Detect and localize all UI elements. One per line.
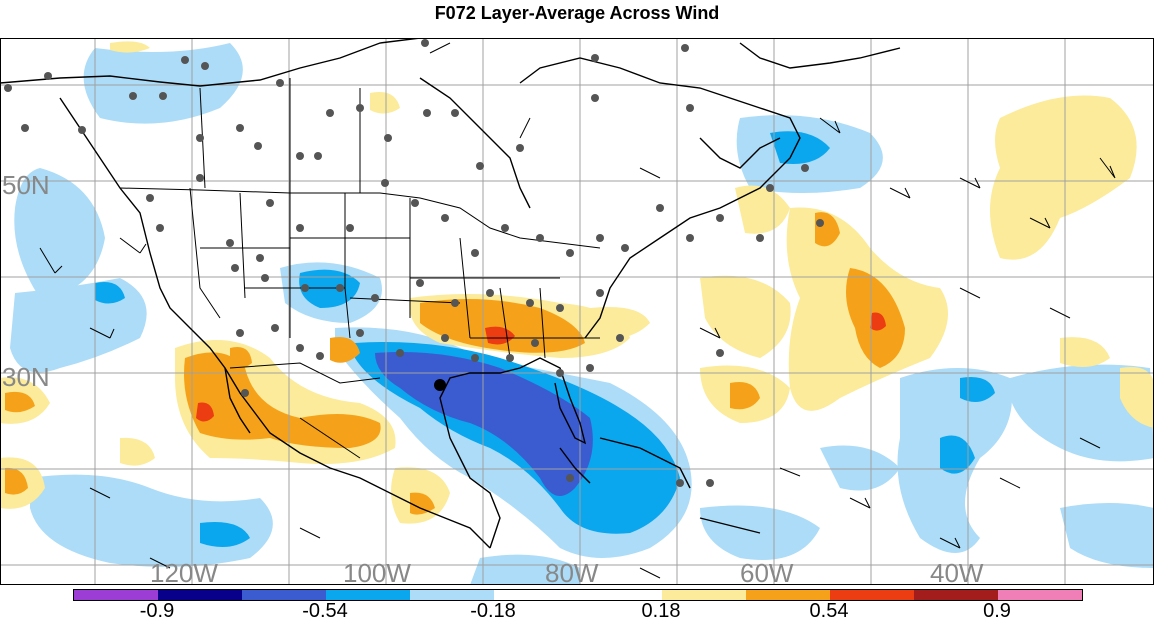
wind-barbs xyxy=(39,42,1116,579)
map-title: F072 Layer-Average Across Wind xyxy=(434,3,720,23)
lon-label-40w: 40W xyxy=(930,558,984,585)
colorbar xyxy=(73,589,1083,601)
station-markers xyxy=(4,39,824,487)
dark-blue-field xyxy=(375,352,593,496)
colorbar-segment xyxy=(662,590,746,600)
colorbar-segment xyxy=(326,590,410,600)
colorbar-segment xyxy=(494,590,578,600)
lon-label-100w: 100W xyxy=(343,558,411,585)
colorbar-segment xyxy=(914,590,998,600)
colorbar-segment xyxy=(578,590,662,600)
colorbar-label-0-18: 0.18 xyxy=(641,600,681,622)
colorbar-segment xyxy=(746,590,830,600)
red-orange-field xyxy=(196,312,886,422)
colorbar-segment xyxy=(830,590,914,600)
lat-lon-grid xyxy=(0,38,1154,585)
colorbar-segment xyxy=(74,590,158,600)
lat-label-50n: 50N xyxy=(2,170,50,200)
coastlines xyxy=(0,38,901,549)
colorbar-label-neg-0-9: -0.9 xyxy=(139,600,175,622)
colorbar-segment xyxy=(410,590,494,600)
colorbar-label-0-9: 0.9 xyxy=(983,600,1011,622)
lon-label-60w: 60W xyxy=(740,558,794,585)
colorbar-segment xyxy=(998,590,1082,600)
colorbar-label-0-54: 0.54 xyxy=(809,600,849,622)
political-borders xyxy=(119,78,601,459)
colorbar-label-neg-0-18: -0.18 xyxy=(470,600,516,622)
map-svg: 50N 30N 120W 100W 80W 60W 40W xyxy=(0,38,1154,585)
map-panel: 50N 30N 120W 100W 80W 60W 40W xyxy=(0,38,1154,585)
lon-label-80w: 80W xyxy=(545,558,599,585)
colorbar-label-neg-0-54: -0.54 xyxy=(302,600,348,622)
lat-label-30n: 30N xyxy=(2,362,50,392)
colorbar-segment xyxy=(242,590,326,600)
colorbar-segment xyxy=(158,590,242,600)
lon-label-120w: 120W xyxy=(150,558,218,585)
